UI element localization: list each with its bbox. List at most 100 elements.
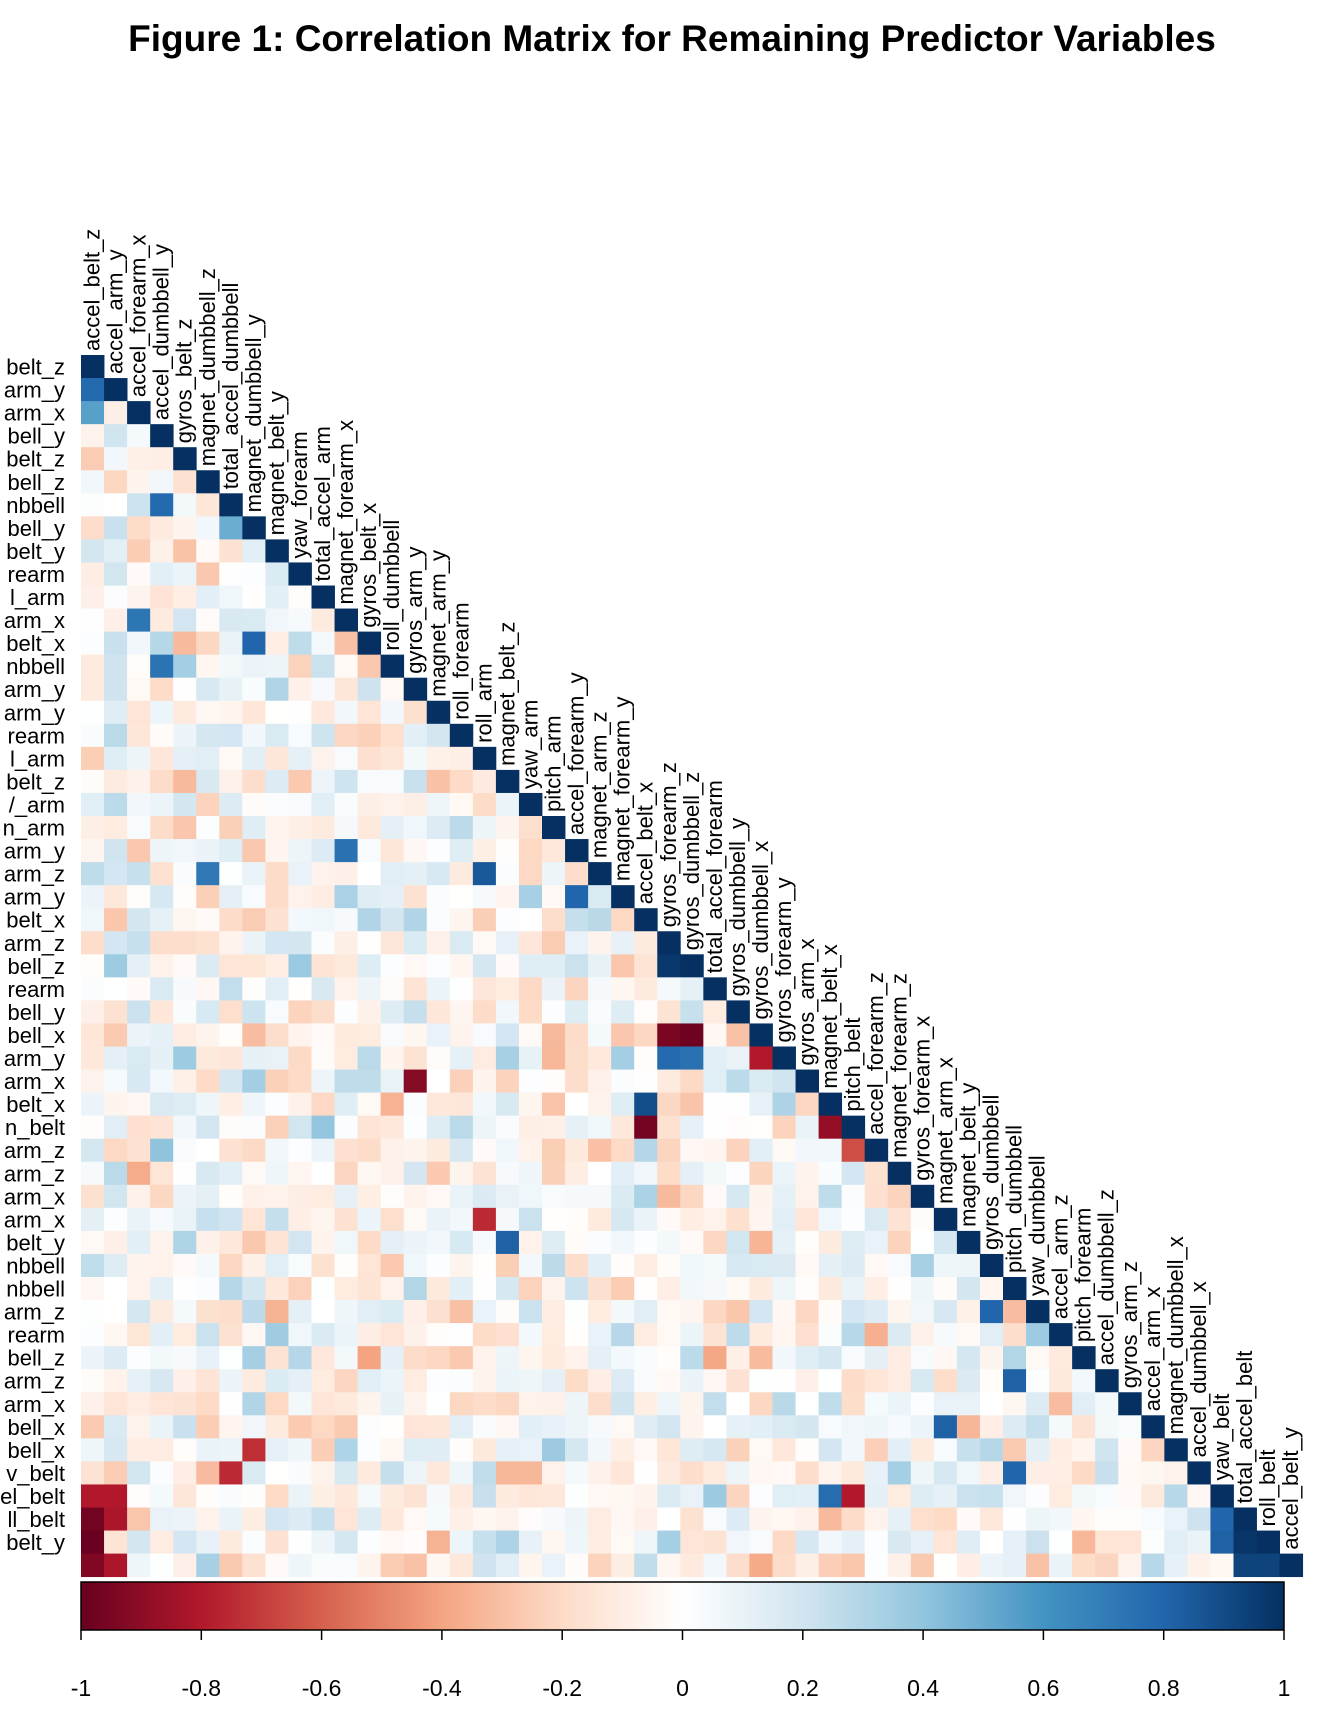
heatmap-cell bbox=[795, 1069, 819, 1093]
heatmap-cell bbox=[1141, 1438, 1165, 1462]
heatmap-cell bbox=[449, 1115, 474, 1140]
heatmap-cell bbox=[265, 816, 289, 840]
heatmap-cell bbox=[565, 1069, 589, 1093]
heatmap-cell bbox=[380, 1507, 405, 1531]
heatmap-cell bbox=[979, 1415, 1004, 1439]
heatmap-cell bbox=[242, 1277, 266, 1301]
heatmap-cell bbox=[265, 677, 289, 702]
heatmap-cell bbox=[518, 1369, 543, 1393]
heatmap-cell bbox=[611, 1046, 635, 1070]
heatmap-cell bbox=[588, 1346, 612, 1370]
heatmap-cell bbox=[1049, 1415, 1073, 1439]
heatmap-cell bbox=[1072, 1415, 1096, 1439]
heatmap-cell bbox=[887, 1369, 912, 1393]
heatmap-cell bbox=[403, 700, 428, 725]
heatmap-cell bbox=[818, 1461, 843, 1485]
heatmap-cell bbox=[818, 1207, 843, 1232]
heatmap-cell bbox=[518, 1069, 543, 1093]
heatmap-cell bbox=[1026, 1369, 1050, 1393]
heatmap-cell bbox=[403, 977, 428, 1001]
heatmap-cell bbox=[542, 1000, 566, 1024]
heatmap-cell bbox=[311, 1507, 335, 1531]
heatmap-cell bbox=[357, 1415, 382, 1439]
heatmap-cell bbox=[703, 1484, 727, 1508]
heatmap-cell bbox=[311, 1092, 335, 1117]
heatmap-cell bbox=[311, 908, 335, 932]
heatmap-cell bbox=[611, 1023, 635, 1047]
heatmap-cell bbox=[1187, 1553, 1211, 1578]
heatmap-cell bbox=[127, 1023, 151, 1047]
heatmap-cell bbox=[634, 1207, 658, 1232]
heatmap-cell bbox=[150, 816, 174, 840]
heatmap-cell bbox=[357, 839, 382, 863]
heatmap-cell bbox=[542, 1369, 566, 1393]
heatmap-cell bbox=[772, 1138, 796, 1163]
heatmap-cell bbox=[449, 1461, 474, 1485]
heatmap-cell bbox=[956, 1415, 981, 1439]
heatmap-cell bbox=[357, 1277, 382, 1301]
heatmap-cell bbox=[357, 885, 382, 909]
heatmap-cell bbox=[81, 1392, 105, 1416]
heatmap-cell bbox=[749, 1253, 773, 1278]
heatmap-cell bbox=[242, 769, 266, 794]
heatmap-cell bbox=[242, 862, 266, 886]
heatmap-cell bbox=[242, 1484, 266, 1508]
heatmap-cell bbox=[242, 1300, 266, 1324]
heatmap-cell bbox=[380, 1115, 405, 1140]
heatmap-cell bbox=[1141, 1507, 1165, 1531]
heatmap-cell bbox=[81, 401, 105, 425]
heatmap-cell bbox=[472, 1438, 497, 1462]
heatmap-cell bbox=[403, 954, 428, 978]
heatmap-cell bbox=[1118, 1415, 1142, 1439]
heatmap-cell bbox=[657, 1230, 681, 1255]
heatmap-cell bbox=[588, 931, 612, 955]
heatmap-cell bbox=[518, 885, 543, 909]
heatmap-cell bbox=[334, 1023, 358, 1047]
heatmap-cell bbox=[772, 1253, 796, 1278]
heatmap-cell bbox=[334, 1253, 358, 1278]
column-label: accel_arm_z bbox=[1048, 1194, 1073, 1319]
heatmap-cell bbox=[565, 1530, 589, 1554]
row-label: arm_y bbox=[4, 839, 65, 864]
heatmap-cell bbox=[1049, 1438, 1073, 1462]
heatmap-cell bbox=[588, 1046, 612, 1070]
heatmap-cell bbox=[150, 1092, 174, 1117]
heatmap-cell bbox=[150, 1230, 174, 1255]
heatmap-cell bbox=[1049, 1369, 1073, 1393]
heatmap-cell bbox=[334, 816, 358, 840]
column-label: gyros_dumbbell bbox=[978, 1095, 1003, 1250]
colorbar-tick-label: -0.8 bbox=[181, 1675, 221, 1701]
heatmap-cell bbox=[611, 1092, 635, 1117]
heatmap-cell bbox=[726, 1507, 750, 1531]
heatmap-cell bbox=[1072, 1346, 1096, 1370]
heatmap-cell bbox=[1072, 1484, 1096, 1508]
heatmap-cell bbox=[426, 1115, 451, 1140]
heatmap-cell bbox=[956, 1346, 981, 1370]
heatmap-cell bbox=[219, 1369, 243, 1393]
heatmap-cell bbox=[196, 1046, 220, 1070]
heatmap-cell bbox=[542, 1046, 566, 1070]
heatmap-cell bbox=[449, 1415, 474, 1439]
column-label: accel_dumbbell_y bbox=[149, 244, 174, 420]
heatmap-cell bbox=[426, 1346, 451, 1370]
heatmap-cell bbox=[127, 447, 151, 471]
heatmap-cell bbox=[173, 1230, 197, 1255]
heatmap-cell bbox=[173, 1369, 197, 1393]
heatmap-cell bbox=[680, 1484, 704, 1508]
row-label: belt_y bbox=[6, 539, 65, 564]
heatmap-cell bbox=[449, 1000, 474, 1024]
heatmap-cell bbox=[104, 1230, 128, 1255]
heatmap-cell bbox=[542, 1138, 566, 1163]
heatmap-cell bbox=[127, 1553, 151, 1578]
heatmap-cell bbox=[1003, 1461, 1027, 1485]
heatmap-cell bbox=[979, 1253, 1004, 1278]
heatmap-cell bbox=[311, 677, 335, 702]
heatmap-cell bbox=[495, 1346, 520, 1370]
heatmap-cell bbox=[1095, 1484, 1119, 1508]
row-label: rearm bbox=[8, 723, 65, 748]
heatmap-cell bbox=[542, 1092, 566, 1117]
heatmap-cell bbox=[219, 931, 243, 955]
heatmap-cell bbox=[219, 977, 243, 1001]
heatmap-cell bbox=[657, 1507, 681, 1531]
heatmap-cell bbox=[150, 539, 174, 563]
